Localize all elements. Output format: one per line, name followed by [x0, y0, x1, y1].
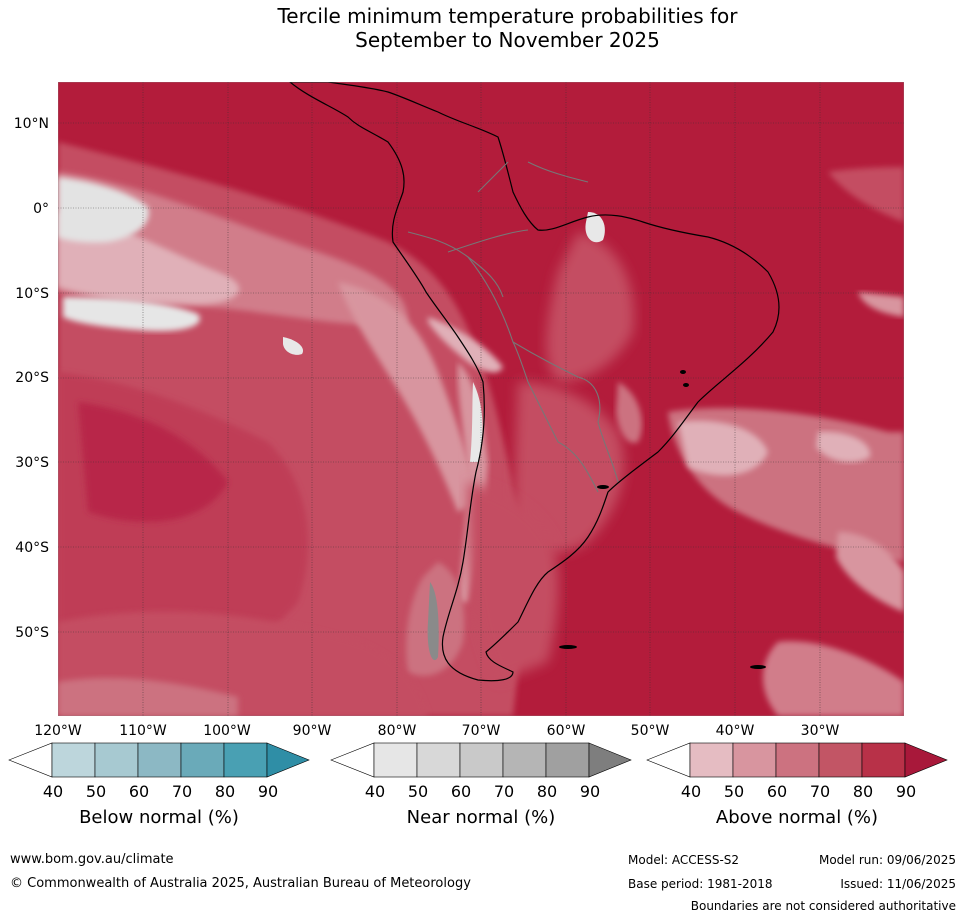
lat-label: 30°S	[15, 455, 49, 471]
cb-tick: 40	[680, 782, 702, 801]
cb-swatch-6	[266, 742, 310, 778]
colorbar-near-normal	[330, 742, 632, 778]
cb-swatch-4	[818, 742, 863, 778]
lon-label: 100°W	[203, 723, 251, 739]
cb-tick: 90	[895, 782, 917, 801]
cb-swatch-2	[94, 742, 139, 778]
lon-label: 90°W	[292, 723, 332, 739]
cb-swatch-6	[588, 742, 632, 778]
region-southern-ocean	[763, 641, 904, 716]
cb-tick: 70	[171, 782, 193, 801]
disclaimer-text: Boundaries are not considered authoritat…	[690, 899, 956, 913]
cb-swatch-0	[646, 742, 691, 778]
base-period-text: Base period: 1981-2018	[628, 877, 773, 891]
cb-tick: 80	[214, 782, 236, 801]
cb-swatch-3	[459, 742, 504, 778]
cb-tick: 40	[364, 782, 386, 801]
region-andes-near-normal	[470, 382, 483, 462]
cb-swatch-1	[689, 742, 734, 778]
region-diagonal-50	[338, 282, 478, 512]
cb-tick: 40	[42, 782, 64, 801]
lat-label: 50°S	[15, 625, 49, 641]
lat-label: 20°S	[15, 370, 49, 386]
cb-tick: 70	[493, 782, 515, 801]
title-line-1: Tercile minimum temperature probabilitie…	[277, 4, 738, 28]
cb-swatch-4	[180, 742, 225, 778]
cb-tick: 70	[809, 782, 831, 801]
region-amazon-near-normal	[585, 212, 605, 243]
map-title: Tercile minimum temperature probabilitie…	[0, 4, 965, 52]
cb-swatch-4	[502, 742, 547, 778]
lat-label: 40°S	[15, 540, 49, 556]
cb-swatch-5	[861, 742, 906, 778]
cb-tick: 90	[579, 782, 601, 801]
probability-map	[57, 81, 905, 717]
region-near-normal-2	[63, 297, 200, 332]
colorbar-title-below: Below normal (%)	[79, 807, 239, 828]
islands	[559, 370, 766, 669]
cb-swatch-0	[330, 742, 375, 778]
region-near-normal-1	[58, 177, 149, 243]
region-south-atlantic-50b	[816, 431, 871, 463]
region-brazil-mid	[616, 382, 642, 443]
cb-tick: 60	[450, 782, 472, 801]
lon-label: 40°W	[715, 723, 755, 739]
copyright-text: © Commonwealth of Australia 2025, Austra…	[10, 876, 471, 891]
cb-swatch-3	[137, 742, 182, 778]
country-borders	[407, 161, 619, 493]
colorbar-title-above: Above normal (%)	[715, 807, 879, 828]
lon-label: 30°W	[800, 723, 840, 739]
colorbar-above-normal	[646, 742, 948, 778]
colorbar-title-near: Near normal (%)	[406, 807, 556, 828]
region-south-brazil	[513, 382, 624, 553]
lat-label: 10°S	[15, 286, 49, 302]
cb-swatch-6	[904, 742, 948, 778]
region-equatorial-atlantic	[858, 292, 904, 317]
lat-label: 0°	[33, 201, 49, 217]
title-line-2: September to November 2025	[355, 28, 660, 52]
region-far-south-pacific	[58, 677, 238, 716]
lon-label: 80°W	[377, 723, 417, 739]
lon-label: 50°W	[630, 723, 670, 739]
cb-swatch-0	[8, 742, 53, 778]
cb-tick: 50	[407, 782, 429, 801]
cb-tick: 60	[766, 782, 788, 801]
model-text: Model: ACCESS-S2	[628, 853, 740, 867]
cb-tick: 50	[723, 782, 745, 801]
map-svg	[57, 81, 905, 717]
lat-label: 10°N	[13, 116, 49, 132]
lon-label: 60°W	[546, 723, 586, 739]
cb-tick: 80	[536, 782, 558, 801]
cb-swatch-2	[416, 742, 461, 778]
cb-swatch-5	[545, 742, 590, 778]
region-south-atlantic-60	[836, 532, 904, 612]
lon-label: 110°W	[119, 723, 167, 739]
cb-swatch-1	[51, 742, 96, 778]
graticule	[58, 82, 904, 716]
region-brazil-north	[546, 232, 634, 382]
region-north-atlantic	[828, 167, 904, 222]
region-near-normal-3	[283, 337, 304, 355]
cb-tick: 50	[85, 782, 107, 801]
colorbar-below-normal	[8, 742, 310, 778]
cb-tick: 60	[128, 782, 150, 801]
cb-tick: 90	[257, 782, 279, 801]
cb-swatch-5	[223, 742, 268, 778]
cb-swatch-1	[373, 742, 418, 778]
website-link[interactable]: www.bom.gov.au/climate	[10, 852, 174, 867]
issued-text: Issued: 11/06/2025	[840, 877, 956, 891]
lon-label: 70°W	[461, 723, 501, 739]
region-andes-north	[428, 317, 503, 373]
model-run-text: Model run: 09/06/2025	[818, 853, 956, 867]
patagonia-near-normal	[427, 582, 439, 661]
cb-swatch-3	[775, 742, 820, 778]
coastline	[289, 82, 780, 682]
lon-label: 120°W	[34, 723, 82, 739]
cb-swatch-2	[732, 742, 777, 778]
cb-tick: 80	[852, 782, 874, 801]
